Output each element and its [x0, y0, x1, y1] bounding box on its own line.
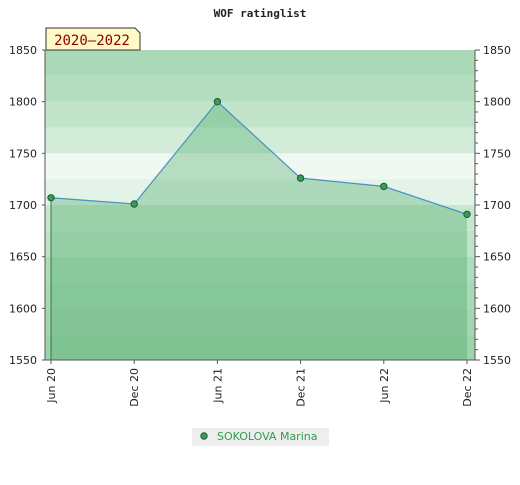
x-tick-label: Dec 21: [295, 368, 308, 407]
data-point[interactable]: [130, 200, 138, 208]
y-tick-label-left: 1650: [9, 251, 37, 264]
area-layer: [50, 100, 468, 361]
y-tick-label-right: 1750: [483, 147, 511, 160]
y-tick-label-left: 1600: [9, 302, 37, 315]
background-band: [45, 230, 475, 257]
background-band: [45, 334, 475, 360]
legend-series-label: SOKOLOVA Marina: [217, 430, 317, 443]
period-badge-shape: [45, 27, 141, 51]
x-tick-label: Jun 22: [378, 368, 391, 404]
y-tick-label-right: 1850: [483, 44, 511, 57]
data-point[interactable]: [213, 97, 222, 106]
y-tick-label-left: 1750: [9, 147, 37, 160]
x-tick-labels: Jun 20 Dec 20 Jun 21 Dec 21 Jun 22 Dec 22: [45, 360, 474, 407]
y-tick-label-right: 1700: [483, 199, 511, 212]
legend[interactable]: SOKOLOVA Marina: [192, 428, 329, 446]
period-badge: 2020–2022: [45, 27, 141, 51]
background-band: [45, 282, 475, 309]
y-tick-label-left: 1800: [9, 96, 37, 109]
y-tick-label-right: 1650: [483, 251, 511, 264]
background-band: [45, 75, 475, 102]
background-band: [45, 256, 475, 283]
x-tick-label: Jun 21: [211, 368, 224, 404]
series-line: [50, 100, 468, 215]
y-tick-label-left: 1700: [9, 199, 37, 212]
y-tick-label-right: 1550: [483, 354, 511, 367]
y-tick-label-right: 1800: [483, 96, 511, 109]
background-band: [45, 179, 475, 205]
background-band: [45, 153, 475, 180]
data-point[interactable]: [380, 182, 388, 191]
background-band: [45, 101, 475, 128]
data-point[interactable]: [47, 194, 55, 202]
chart-title: WOF ratinglist: [214, 7, 307, 20]
background-band: [45, 308, 475, 335]
background-bands: [45, 50, 475, 360]
background-band: [45, 205, 475, 231]
y-tick-label-left: 1850: [9, 44, 37, 57]
axes-layer: 1550 1550 1600 1600 1650 1650 1700 1700 1750 1750…: [9, 44, 511, 367]
data-point[interactable]: [463, 210, 471, 219]
series-area: [51, 101, 467, 361]
x-tick-label: Jun 20: [45, 368, 58, 404]
marker-layer: [47, 97, 471, 219]
legend-box: [192, 428, 329, 446]
period-badge-label: 2020–2022: [54, 33, 130, 49]
background-band: [45, 50, 475, 76]
y-tick-label-left: 1550: [9, 354, 37, 367]
x-tick-label: Dec 20: [128, 368, 141, 407]
data-point[interactable]: [296, 174, 305, 182]
legend-marker-icon: [200, 432, 208, 440]
x-tick-label: Dec 22: [461, 368, 474, 407]
y-tick-label-right: 1600: [483, 302, 511, 315]
